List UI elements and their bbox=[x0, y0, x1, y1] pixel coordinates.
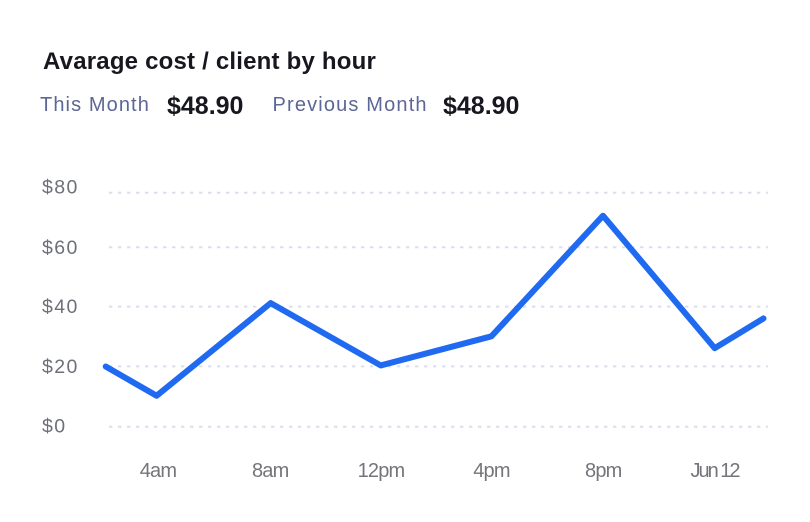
svg-text:4pm: 4pm bbox=[473, 460, 510, 482]
svg-text:12pm: 12pm bbox=[358, 460, 405, 482]
svg-text:4am: 4am bbox=[140, 460, 177, 482]
svg-text:$40: $40 bbox=[42, 296, 79, 318]
svg-text:8pm: 8pm bbox=[585, 460, 622, 482]
svg-text:Jun 12: Jun 12 bbox=[690, 460, 740, 482]
svg-text:$20: $20 bbox=[42, 356, 79, 378]
svg-text:$60: $60 bbox=[42, 237, 79, 259]
svg-text:$0: $0 bbox=[42, 415, 67, 437]
svg-text:$80: $80 bbox=[42, 176, 79, 198]
svg-text:8am: 8am bbox=[252, 460, 289, 482]
